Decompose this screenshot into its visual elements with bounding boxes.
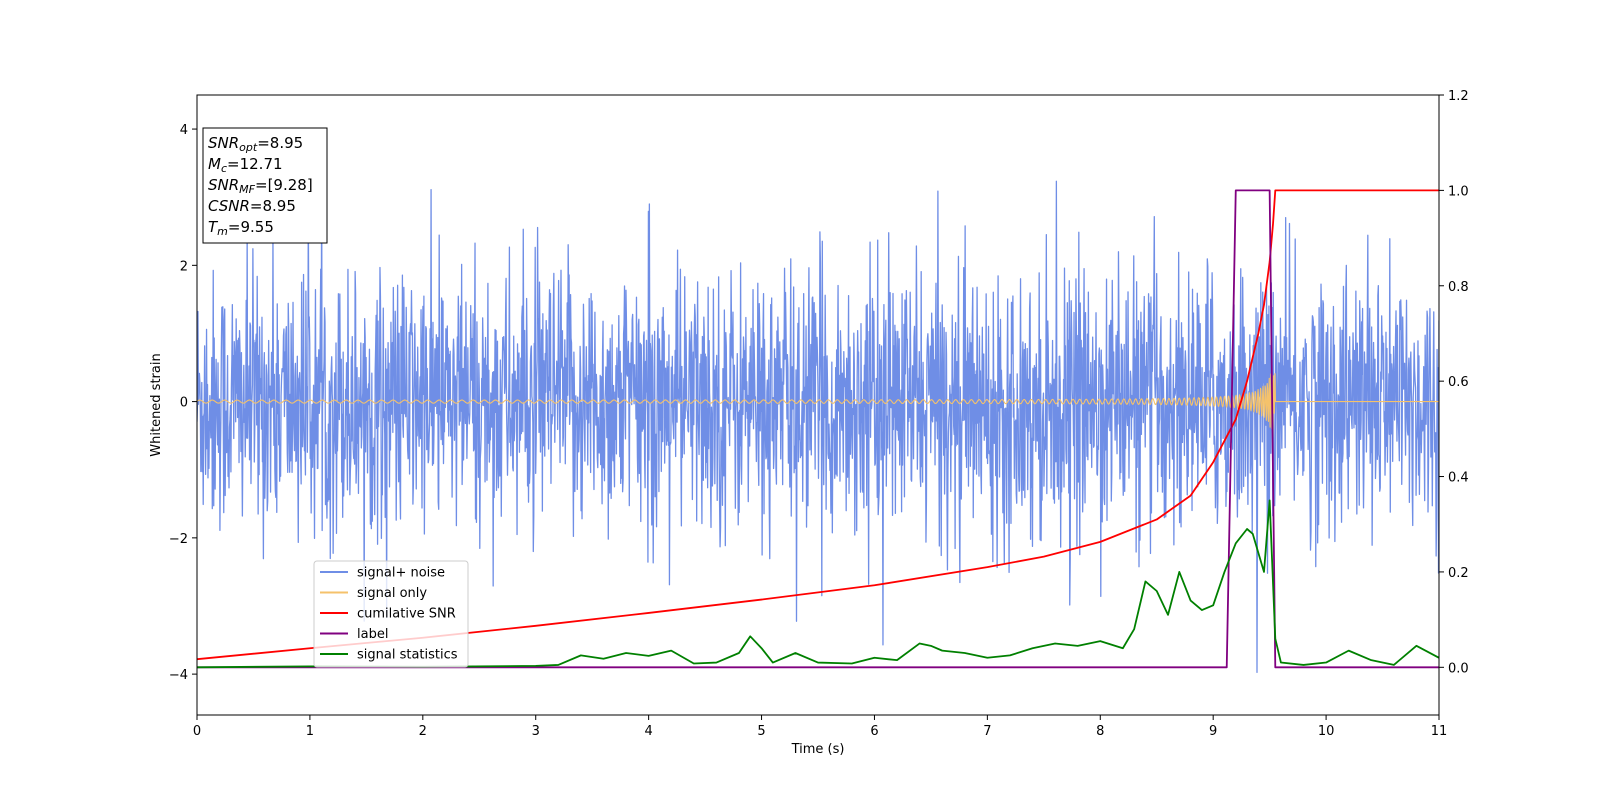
x-axis: 0 1 2 3 4 5 6 7 8 9 10 11	[193, 715, 1447, 739]
y-left-tick-label: 4	[180, 123, 188, 138]
plot-frame	[196, 94, 1440, 716]
annotation-subscript: c	[221, 162, 227, 175]
y-left-tick-label: 2	[180, 259, 188, 274]
annotation-symbol: CSNR	[208, 197, 250, 215]
y-right-tick-label: 0.8	[1448, 280, 1469, 295]
annotation-symbol: SNR	[208, 176, 239, 194]
x-tick-label: 4	[644, 724, 652, 739]
annotation-symbol: T	[208, 218, 219, 236]
annotation-symbol: SNR	[208, 134, 239, 152]
x-tick-label: 6	[870, 724, 878, 739]
annotation-subscript: MF	[239, 183, 255, 196]
series-line-signal-statistics	[197, 499, 1439, 669]
annotation-value: =[9.28]	[255, 176, 313, 194]
annotation-line: SNRopt=8.95	[208, 134, 303, 154]
series-line-label	[197, 189, 1439, 669]
annotation-box: SNRopt=8.95Mc=12.71SNRMF=[9.28]CSNR=8.95…	[202, 127, 328, 244]
x-tick-label: 8	[1096, 724, 1104, 739]
y-axis-left: −4 −2 0 2 4	[169, 123, 197, 683]
y-left-tick-label: −2	[169, 532, 188, 547]
x-tick-label: 5	[757, 724, 765, 739]
x-tick-label: 7	[983, 724, 991, 739]
x-tick-label: 0	[193, 724, 201, 739]
legend-label-signal-noise: signal+ noise	[357, 566, 445, 581]
x-tick-label: 10	[1318, 724, 1335, 739]
y-axis-right: 0.0 0.2 0.4 0.6 0.8 1.0 1.2	[1439, 89, 1469, 676]
x-tick-label: 9	[1209, 724, 1217, 739]
y-right-tick-label: 1.0	[1448, 184, 1469, 199]
y-left-tick-label: −4	[169, 668, 188, 683]
x-tick-label: 1	[306, 724, 314, 739]
legend-label-label: label	[357, 627, 388, 642]
series-line-cumilative-snr	[197, 189, 1439, 661]
annotation-value: =12.71	[227, 155, 283, 173]
annotation-subscript: m	[217, 225, 228, 238]
annotation-frame	[202, 127, 328, 244]
series-layer	[197, 154, 1439, 674]
annotation-line: Mc=12.71	[208, 155, 283, 175]
x-tick-label: 11	[1431, 724, 1448, 739]
annotation-line: Tm=9.55	[208, 218, 274, 238]
legend-label-cumilative-snr: cumilative SNR	[357, 607, 456, 622]
legend-label-signal-statistics: signal statistics	[357, 648, 458, 663]
y-right-tick-label: 0.6	[1448, 375, 1469, 390]
x-tick-label: 3	[532, 724, 540, 739]
annotation-value: =8.95	[250, 197, 296, 215]
annotation-value: =9.55	[228, 218, 274, 236]
legend-label-signal-only: signal only	[357, 586, 427, 601]
annotation-line: CSNR=8.95	[208, 197, 296, 215]
y-left-tick-label: 0	[180, 396, 188, 411]
legend-frame	[313, 560, 469, 668]
y-right-tick-label: 0.0	[1448, 661, 1469, 676]
annotation-subscript: opt	[239, 141, 258, 154]
y-right-tick-label: 0.2	[1448, 566, 1469, 581]
annotation-symbol: M	[208, 155, 221, 173]
x-tick-label: 2	[419, 724, 427, 739]
y-axis-label: Whitened strain	[149, 353, 164, 456]
annotation-value: =8.95	[257, 134, 303, 152]
x-axis-label: Time (s)	[791, 742, 845, 757]
annotation-line: SNRMF=[9.28]	[208, 176, 313, 196]
legend: signal+ noise signal only cumilative SNR la…	[313, 560, 469, 668]
y-right-tick-label: 0.4	[1448, 471, 1469, 486]
y-right-tick-label: 1.2	[1448, 89, 1469, 104]
